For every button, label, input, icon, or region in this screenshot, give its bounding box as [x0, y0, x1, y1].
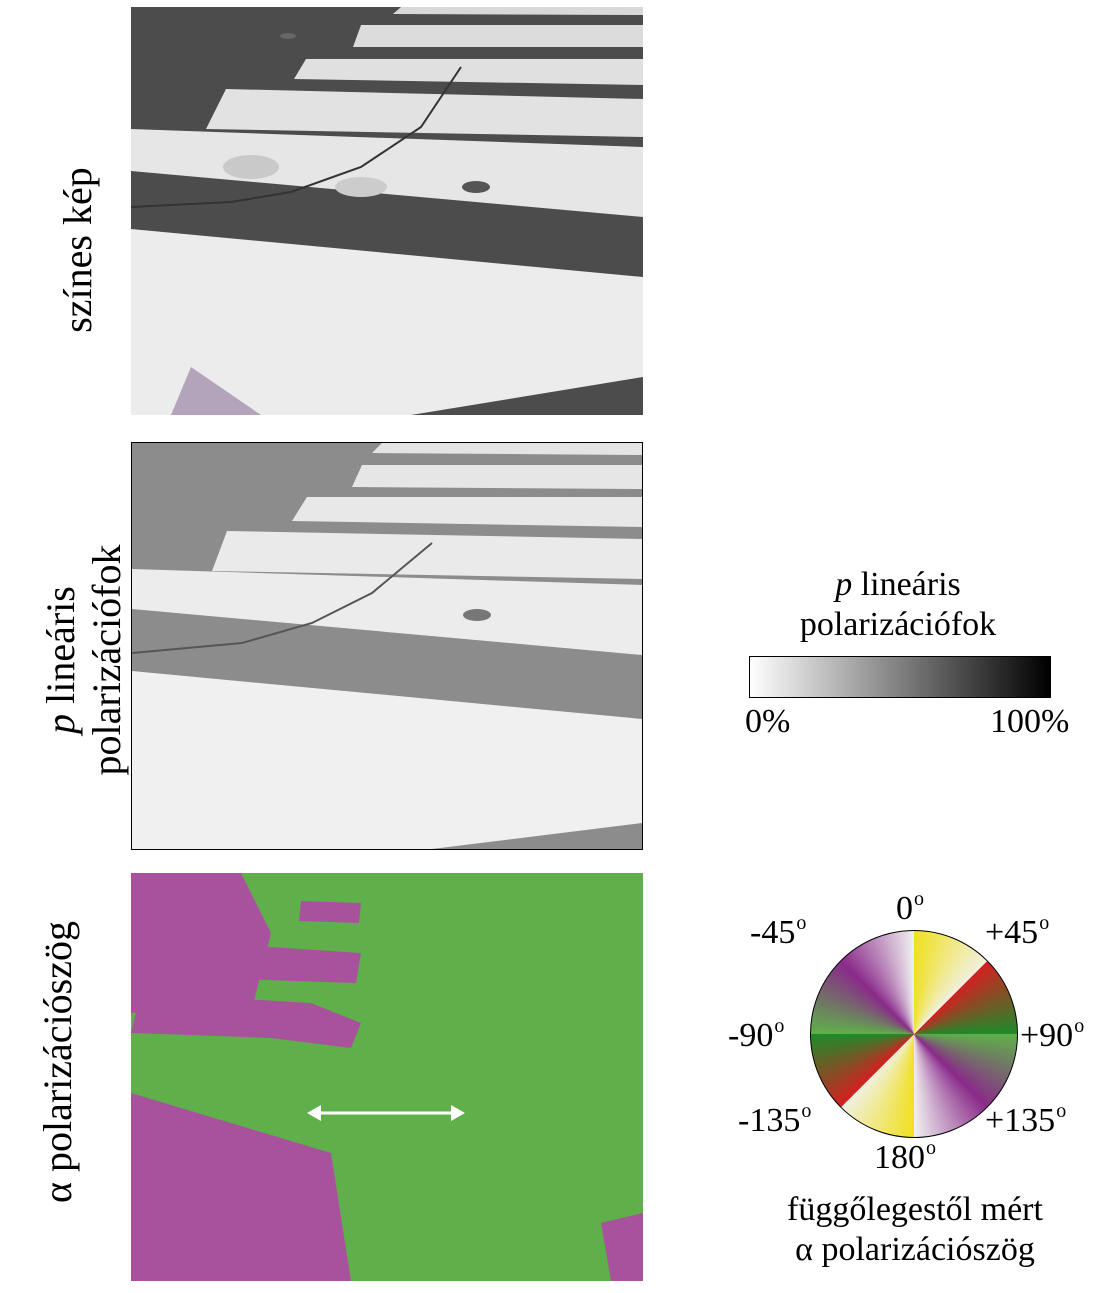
alpha-angle-image — [131, 873, 643, 1281]
angle-wheel — [810, 930, 1018, 1138]
angle-legend-caption: függőlegestől mért α polarizációszög — [740, 1190, 1090, 1270]
angle-label-minus90: -90o — [728, 1015, 785, 1054]
p-degree-image — [131, 442, 643, 850]
angle-label-180: 180o — [874, 1137, 936, 1176]
angle-caption-line2: α polarizációszög — [795, 1231, 1035, 1268]
p-legend-title-line1: lineáris — [860, 566, 961, 603]
row-label-text: színes kép — [55, 167, 100, 333]
p-legend-max-label: 100% — [990, 703, 1070, 740]
p-legend-symbol: p — [835, 566, 853, 603]
angle-label-plus45: +45o — [985, 912, 1050, 951]
p-legend-gradient-bar — [749, 656, 1051, 698]
p-legend-title: p lineáris polarizációfok — [748, 565, 1048, 645]
row-label-p-degree: p lineáris polarizációfok — [38, 460, 130, 860]
angle-label-plus90: +90o — [1020, 1015, 1085, 1054]
angle-label-minus135: -135o — [738, 1100, 812, 1139]
angle-label-plus135: +135o — [985, 1100, 1067, 1139]
angle-label-minus45: -45o — [750, 912, 807, 951]
p-legend-min-label: 0% — [745, 703, 791, 740]
row-label-alpha-angle: α polarizációszög — [35, 872, 81, 1252]
row-label-line1: lineáris — [38, 586, 83, 704]
angle-caption-line1: függőlegestől mért — [787, 1191, 1043, 1228]
row-label-text: α polarizációszög — [35, 921, 80, 1203]
angle-label-0: 0o — [896, 888, 924, 927]
p-legend-title-line2: polarizációfok — [799, 606, 997, 643]
row-label-color-image: színes kép — [55, 80, 101, 420]
row-label-line2: polarizációfok — [84, 544, 129, 776]
row-label-symbol: p — [38, 713, 83, 734]
color-image — [131, 7, 643, 415]
